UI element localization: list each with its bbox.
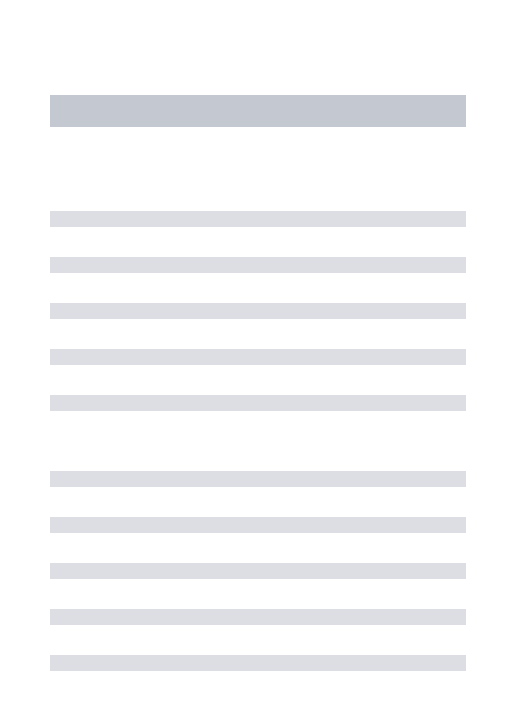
skeleton-line	[50, 563, 466, 579]
skeleton-line	[50, 655, 466, 671]
skeleton-group-1	[50, 211, 466, 411]
skeleton-line	[50, 257, 466, 273]
skeleton-line	[50, 349, 466, 365]
skeleton-line	[50, 517, 466, 533]
skeleton-line	[50, 609, 466, 625]
skeleton-group-2	[50, 471, 466, 671]
skeleton-group-gap	[50, 441, 466, 471]
skeleton-line	[50, 303, 466, 319]
skeleton-header-bar	[50, 95, 466, 127]
skeleton-line	[50, 211, 466, 227]
skeleton-line	[50, 471, 466, 487]
skeleton-line	[50, 395, 466, 411]
